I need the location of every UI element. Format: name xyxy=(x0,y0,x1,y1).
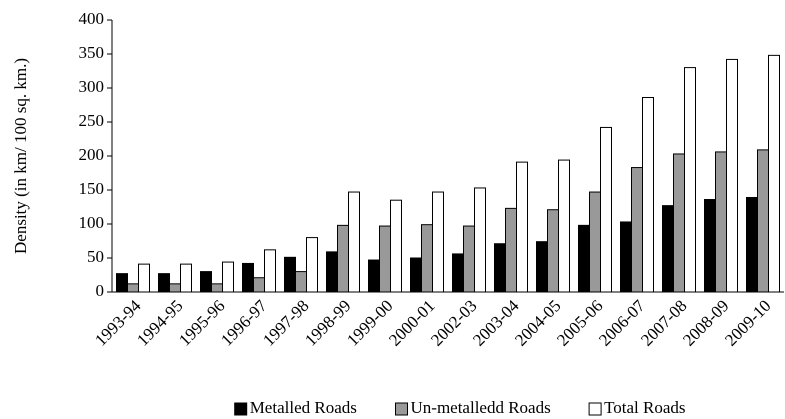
bar xyxy=(516,161,528,293)
bar xyxy=(421,224,433,293)
bar xyxy=(348,191,360,293)
bar xyxy=(368,259,380,293)
bar xyxy=(726,58,738,293)
bar xyxy=(326,251,338,293)
bar xyxy=(390,199,402,293)
legend-swatch xyxy=(395,402,408,416)
bar xyxy=(768,54,780,293)
bar xyxy=(704,199,716,293)
bar xyxy=(578,224,590,293)
y-tick-label: 200 xyxy=(79,145,105,164)
bar xyxy=(295,271,307,293)
bar xyxy=(600,126,612,293)
bar xyxy=(452,253,464,293)
bar xyxy=(589,191,601,293)
bar xyxy=(138,263,150,293)
bar xyxy=(284,256,296,293)
bar xyxy=(662,205,674,293)
bar xyxy=(474,187,486,293)
bar xyxy=(684,67,696,293)
x-tick-label: 1996-97 xyxy=(217,296,271,350)
y-axis-label: Density (in km/ 100 sq. km.) xyxy=(11,58,30,254)
bar xyxy=(547,209,559,293)
y-tick-label: 250 xyxy=(79,111,105,130)
bar xyxy=(494,243,506,293)
x-tick-label: 2006-07 xyxy=(595,296,649,350)
legend-swatch xyxy=(588,402,602,416)
bar xyxy=(180,263,192,293)
bar xyxy=(253,277,265,293)
bar xyxy=(242,262,254,293)
bar xyxy=(505,207,517,293)
bar xyxy=(169,283,181,293)
y-tick-label: 50 xyxy=(87,247,104,266)
x-tick-label: 2000-01 xyxy=(385,296,439,350)
bar xyxy=(673,153,685,293)
x-tick-label: 2003-04 xyxy=(469,296,523,350)
bar xyxy=(631,167,643,293)
x-tick-label: 2007-08 xyxy=(637,296,691,350)
bar xyxy=(620,221,632,293)
bar xyxy=(536,241,548,293)
bar xyxy=(642,97,654,293)
x-tick-label: 1994-95 xyxy=(133,296,187,350)
bar xyxy=(558,159,570,293)
legend-label: Un-metalledd Roads xyxy=(411,398,551,417)
legend-label: Metalled Roads xyxy=(250,398,357,417)
x-tick-label: 1993-94 xyxy=(91,296,145,350)
bar xyxy=(116,273,128,293)
y-tick-label: 100 xyxy=(79,213,105,232)
x-tick-label: 1999-00 xyxy=(343,296,397,350)
bar xyxy=(337,224,349,293)
bar xyxy=(746,196,758,293)
bar xyxy=(306,237,318,293)
x-tick-label: 2004-05 xyxy=(511,296,565,350)
bar xyxy=(264,249,276,293)
x-tick-label: 1995-96 xyxy=(175,296,229,350)
bar xyxy=(127,283,139,293)
bar xyxy=(200,271,212,293)
x-tick-label: 2002-03 xyxy=(427,296,481,350)
y-tick-label: 400 xyxy=(79,9,105,28)
x-tick-label: 2009-10 xyxy=(721,296,775,350)
bar xyxy=(222,261,234,293)
y-tick-label: 150 xyxy=(79,179,105,198)
legend-label: Total Roads xyxy=(604,398,685,417)
x-tick-label: 1998-99 xyxy=(301,296,355,350)
bar xyxy=(432,191,444,293)
bar xyxy=(757,149,769,293)
x-tick-label: 2005-06 xyxy=(553,296,607,350)
x-tick-label: 2008-09 xyxy=(679,296,733,350)
y-tick-label: 0 xyxy=(96,281,105,300)
bar xyxy=(715,151,727,293)
bar xyxy=(211,283,223,293)
bar xyxy=(158,273,170,293)
y-tick-label: 300 xyxy=(79,77,105,96)
x-tick-label: 1997-98 xyxy=(259,296,313,350)
bar xyxy=(379,225,391,293)
y-tick-label: 350 xyxy=(79,43,105,62)
bar xyxy=(410,257,422,293)
bar xyxy=(463,225,475,293)
legend-swatch xyxy=(234,402,248,416)
